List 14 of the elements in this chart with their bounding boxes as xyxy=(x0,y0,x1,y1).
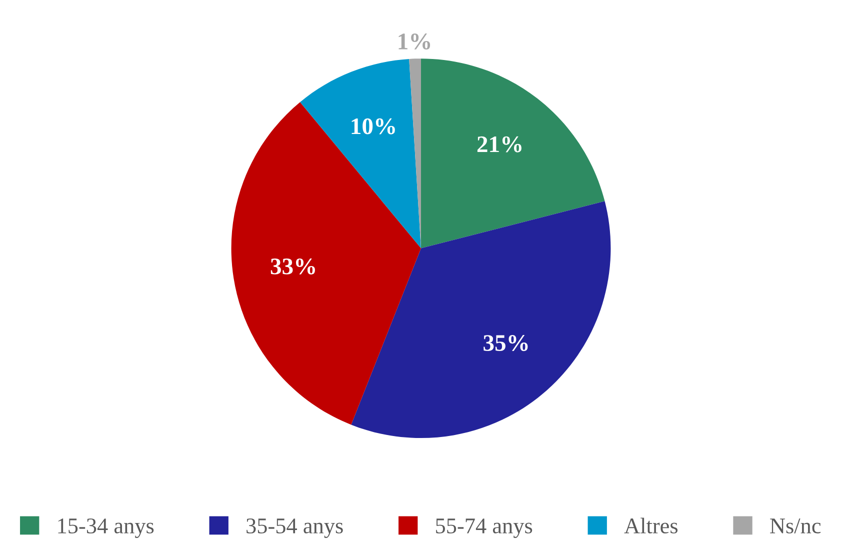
legend-label: 15-34 anys xyxy=(58,518,154,538)
data-label: 10% xyxy=(352,118,395,134)
data-label: 21% xyxy=(477,136,522,152)
legend-label: 35-54 anys xyxy=(246,518,343,538)
data-label: 1% xyxy=(398,33,430,50)
legend-label: Ns/nc xyxy=(770,518,821,534)
pie-slice xyxy=(231,102,421,425)
pie-slice xyxy=(421,58,605,248)
pie-slice xyxy=(351,201,611,438)
legend-label: 55-74 anys xyxy=(436,518,532,538)
data-label: 35% xyxy=(484,335,528,352)
legend-label: Altres xyxy=(624,518,678,534)
data-label: 33% xyxy=(270,258,315,274)
pie-slice xyxy=(300,58,421,248)
